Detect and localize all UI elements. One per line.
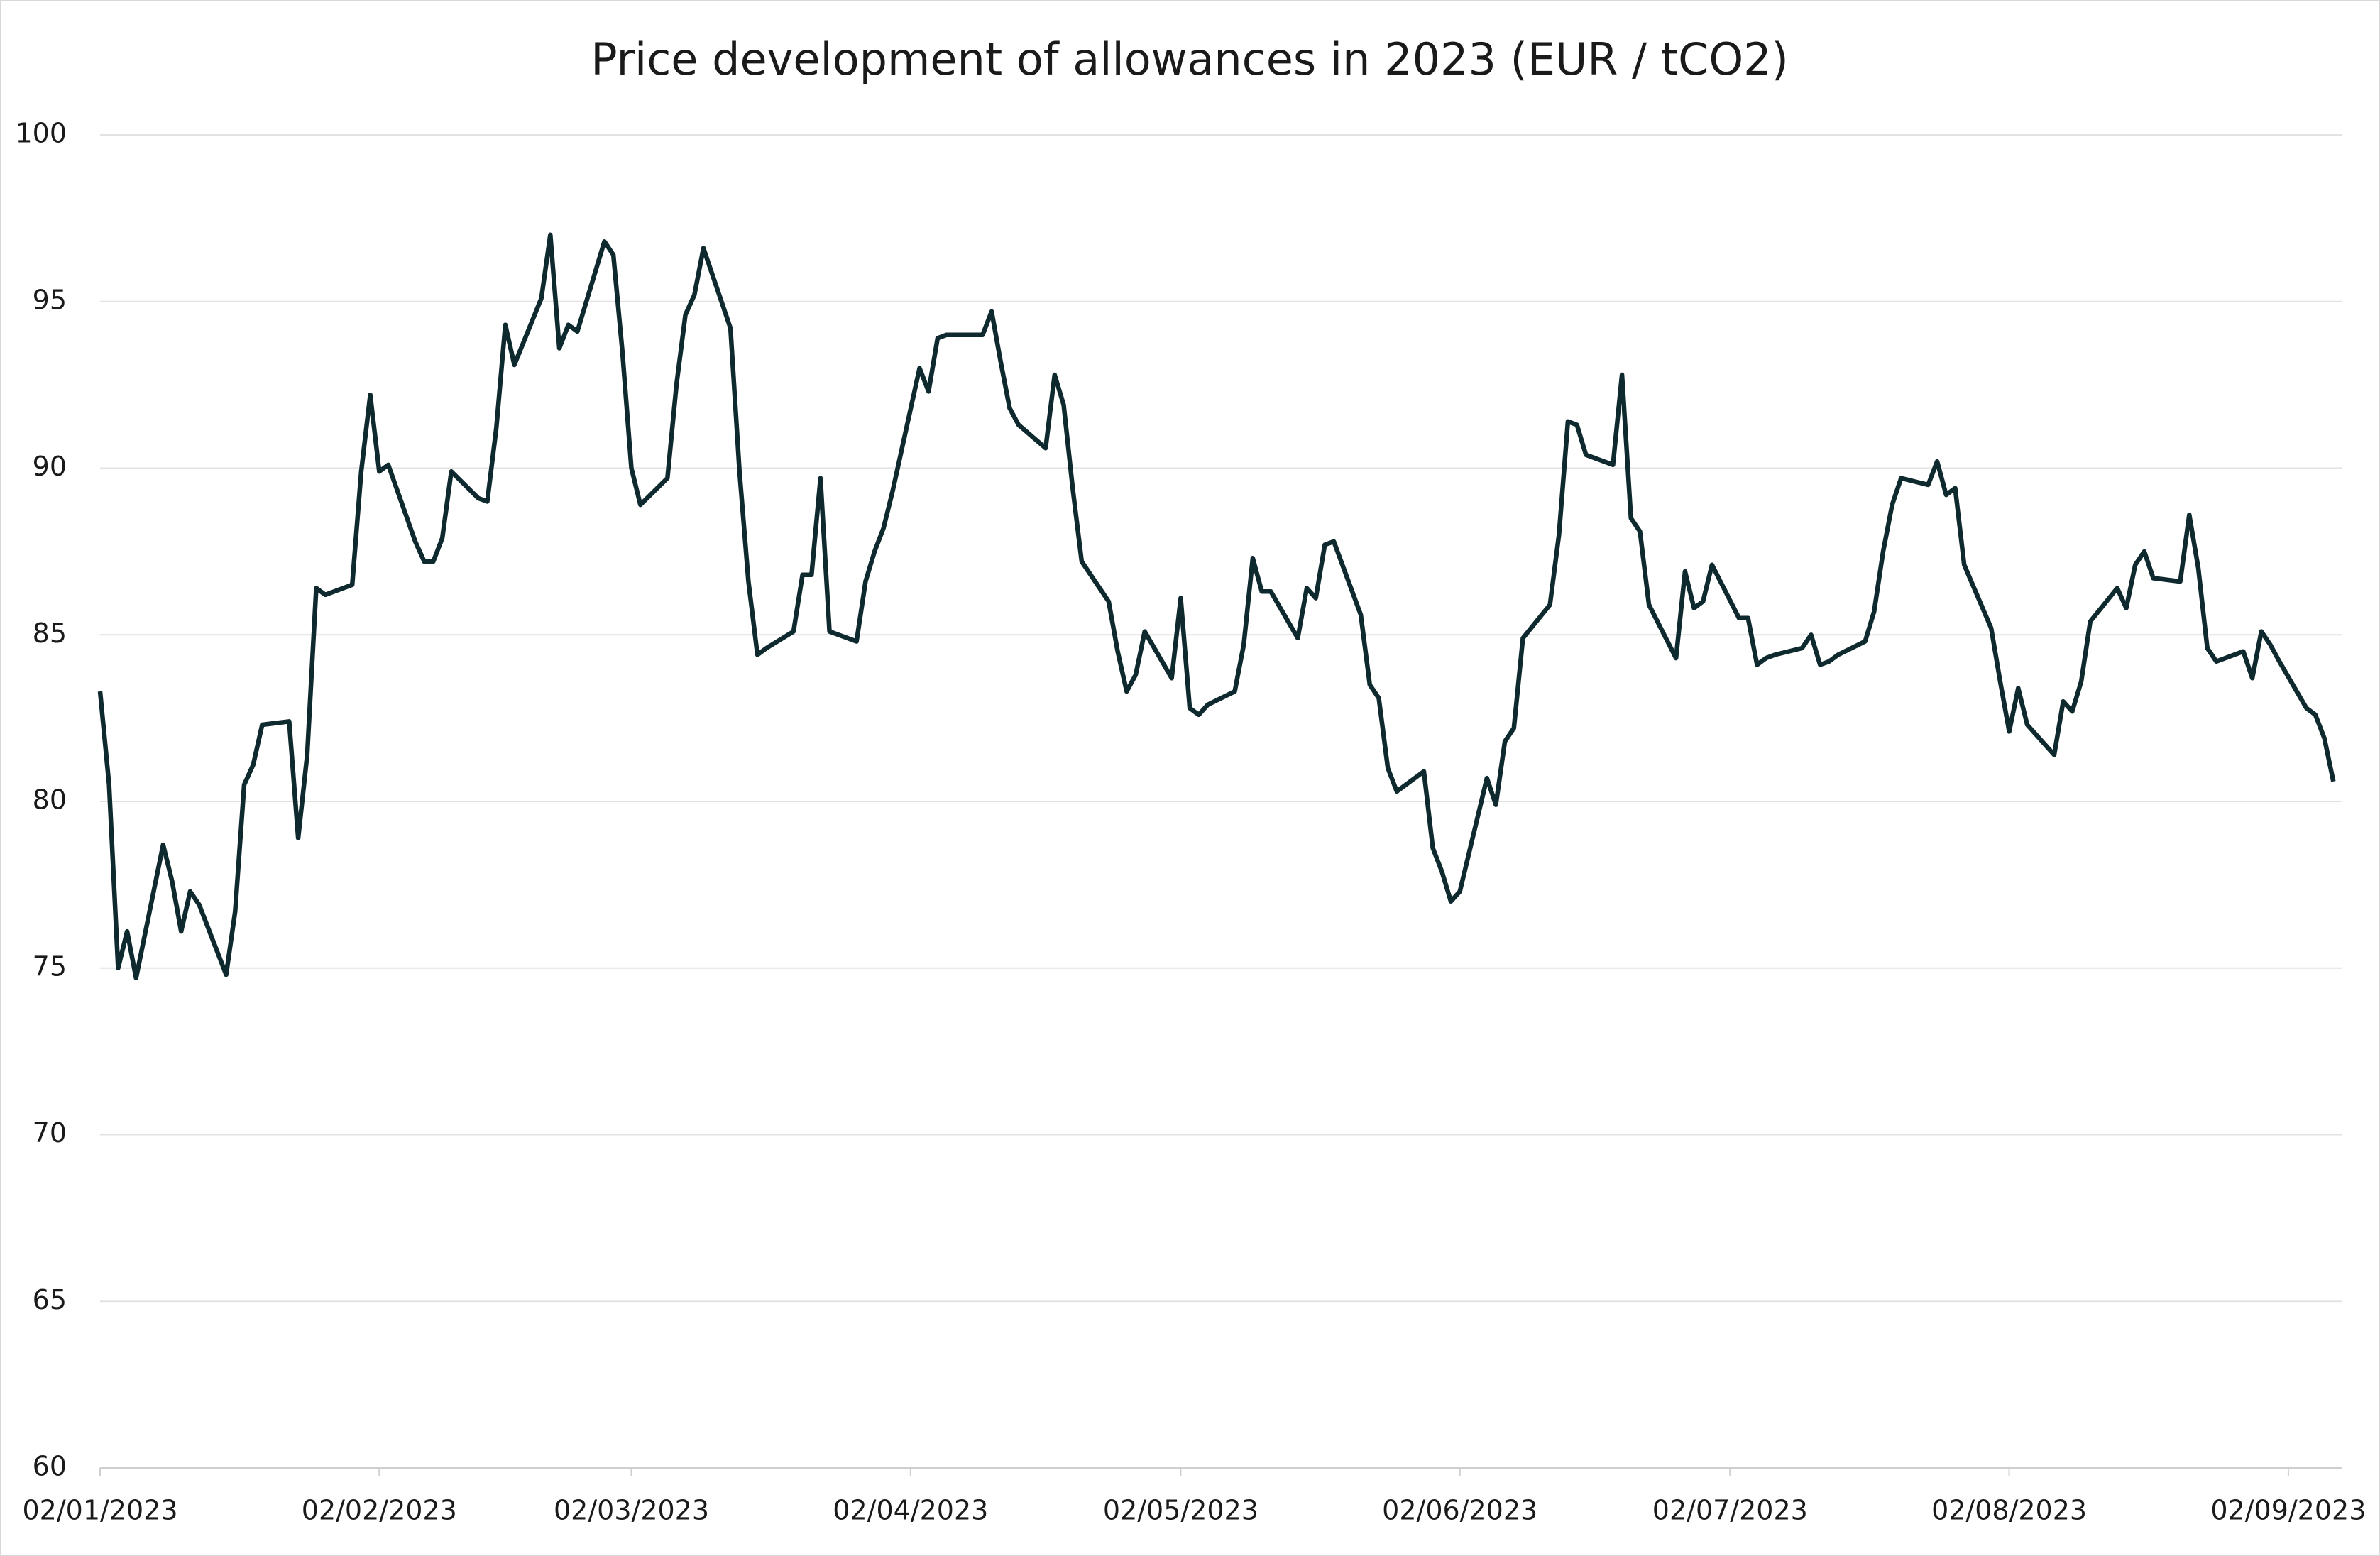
y-tick-label: 70	[33, 1117, 67, 1149]
x-tick-label: 02/01/2023	[22, 1495, 177, 1526]
y-tick-label: 95	[33, 284, 67, 315]
y-tick-label: 80	[33, 784, 67, 816]
x-tick-label: 02/03/2023	[554, 1495, 709, 1526]
x-tick-label: 02/02/2023	[302, 1495, 457, 1526]
y-tick-label: 65	[33, 1284, 67, 1315]
price-line	[97, 232, 2336, 981]
x-tick-label: 02/07/2023	[1652, 1495, 1808, 1526]
x-tick-label: 02/08/2023	[1931, 1495, 2087, 1526]
x-tick-label: 02/05/2023	[1103, 1495, 1258, 1526]
x-tick-label: 02/09/2023	[2210, 1495, 2366, 1526]
y-tick-label: 60	[33, 1451, 67, 1482]
y-tick-label: 85	[33, 618, 67, 649]
y-tick-label: 100	[15, 118, 67, 149]
x-tick-label: 02/04/2023	[833, 1495, 988, 1526]
y-tick-label: 75	[33, 950, 67, 982]
y-tick-label: 90	[33, 451, 67, 482]
x-tick-label: 02/06/2023	[1382, 1495, 1537, 1526]
chart-title: Price development of allowances in 2023 …	[591, 33, 1789, 85]
